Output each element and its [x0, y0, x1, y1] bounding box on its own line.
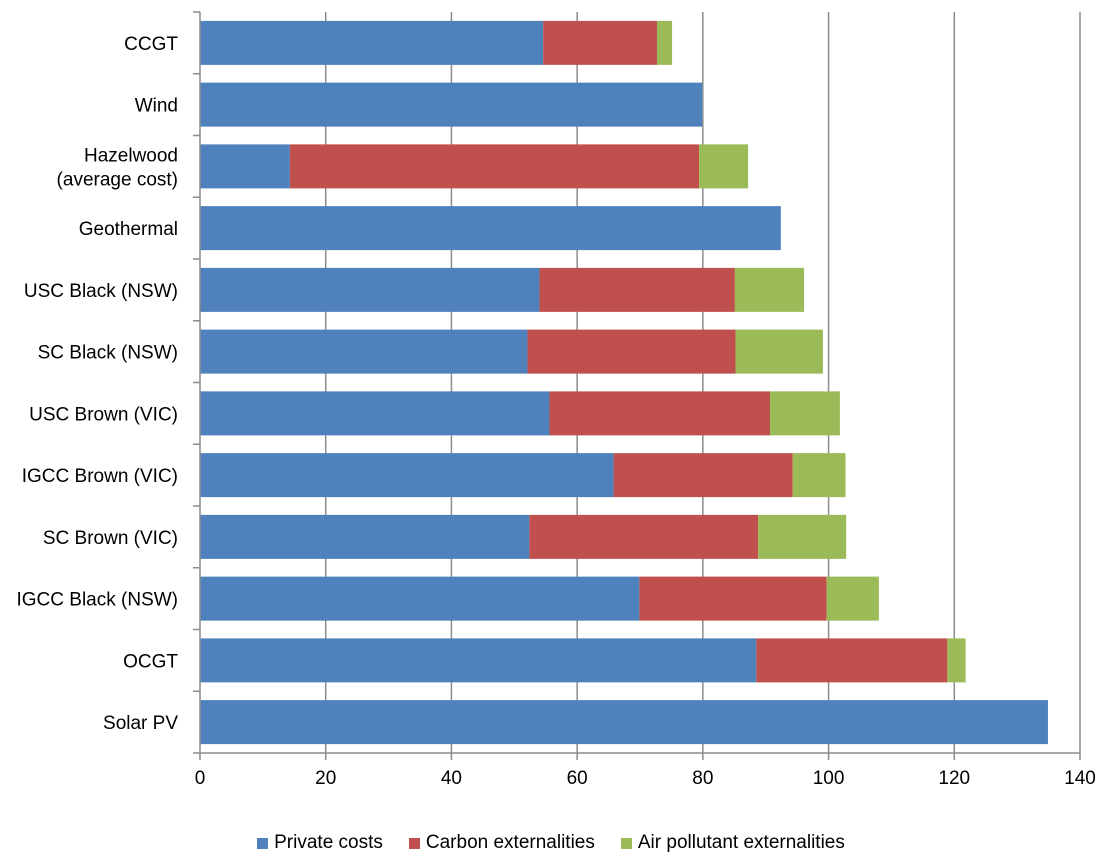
bar-segment-carbon-externalities [543, 20, 657, 65]
legend-item: Carbon externalities [408, 832, 595, 854]
bar-segment-private-costs [200, 453, 614, 498]
bar-segment-carbon-externalities [756, 638, 948, 683]
y-category-label: SC Brown (VIC) [43, 528, 178, 549]
y-category-label: USC Black (NSW) [24, 281, 178, 302]
bar-segment-private-costs [200, 206, 781, 251]
y-category-label: SC Black (NSW) [38, 343, 178, 364]
bar-segment-air-pollutant-externalities [770, 391, 840, 436]
y-category-label: USC Brown (VIC) [29, 404, 178, 425]
bar-segment-private-costs [200, 638, 757, 683]
legend-swatch [620, 837, 632, 849]
bar-segment-air-pollutant-externalities [656, 20, 673, 65]
bar-segment-private-costs [200, 576, 640, 621]
y-category-label: CCGT [124, 34, 178, 55]
legend-swatch [408, 837, 420, 849]
legend-label: Private costs [274, 832, 383, 853]
bar-segment-air-pollutant-externalities [947, 638, 966, 683]
legend-swatch [257, 837, 269, 849]
gridlines [324, 12, 1081, 753]
axis-labels: 0 20 40 60 80 100 120 140 CCGT Wind Hazelwood (aver… [17, 34, 1096, 789]
bar-segment-private-costs [200, 391, 550, 436]
y-category-label: Solar PV [103, 713, 178, 734]
bar-segment-carbon-externalities [529, 514, 759, 559]
y-category-label: Hazelwood [84, 145, 178, 166]
stacked-bar-chart: 0 20 40 60 80 100 120 140 CCGT Wind Hazelwood (aver… [17, 11, 1096, 789]
bar-segment-air-pollutant-externalities [826, 576, 879, 621]
bar-segment-carbon-externalities [549, 391, 771, 436]
y-category-label: Geothermal [79, 219, 178, 240]
chart-legend: Private costs Carbon externalities Air pol… [0, 832, 1102, 854]
x-tick-label: 100 [813, 768, 845, 789]
bar-segment-carbon-externalities [613, 453, 793, 498]
y-category-label: IGCC Brown (VIC) [22, 466, 178, 487]
bar-segment-air-pollutant-externalities [734, 267, 805, 312]
x-tick-label: 80 [692, 768, 713, 789]
y-category-label: OCGT [123, 651, 178, 672]
bar-segment-air-pollutant-externalities [735, 329, 823, 374]
x-tick-label: 40 [441, 768, 462, 789]
legend-item: Air pollutant externalities [620, 832, 845, 854]
bar-segment-private-costs [200, 82, 703, 127]
bar-segment-carbon-externalities [639, 576, 827, 621]
bar-segment-private-costs [200, 514, 530, 559]
axes [193, 11, 1081, 760]
y-category-label: IGCC Black (NSW) [17, 590, 179, 611]
bar-segment-private-costs [200, 144, 290, 189]
bar-segment-air-pollutant-externalities [699, 144, 749, 189]
y-category-label: Wind [135, 96, 178, 117]
x-tick-label: 60 [567, 768, 588, 789]
bar-segment-carbon-externalities [539, 267, 735, 312]
bar-segment-air-pollutant-externalities [758, 514, 847, 559]
bar-segment-private-costs [200, 700, 1048, 745]
x-tick-label: 0 [195, 768, 206, 789]
bar-segment-private-costs [200, 267, 540, 312]
bar-segment-air-pollutant-externalities [792, 453, 846, 498]
legend-label: Carbon externalities [425, 832, 595, 853]
bars [200, 20, 1048, 745]
bar-segment-private-costs [200, 329, 528, 374]
legend-item: Private costs [257, 832, 383, 854]
x-tick-label: 120 [938, 768, 970, 789]
legend-label: Air pollutant externalities [637, 832, 845, 853]
bar-segment-private-costs [200, 20, 544, 65]
y-category-label: (average cost) [57, 169, 178, 190]
x-tick-label: 20 [315, 768, 336, 789]
bar-segment-carbon-externalities [527, 329, 736, 374]
bar-segment-carbon-externalities [289, 144, 700, 189]
x-tick-label: 140 [1064, 768, 1096, 789]
